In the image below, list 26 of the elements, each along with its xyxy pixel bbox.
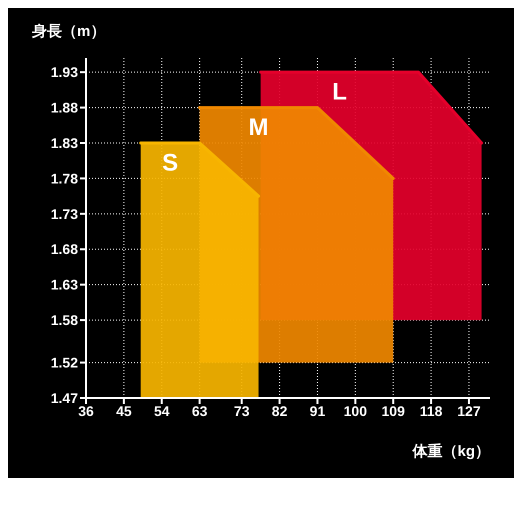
x-tick-label: 109 <box>382 402 406 419</box>
x-tick-label: 36 <box>78 402 94 419</box>
y-tick-label: 1.83 <box>50 134 78 151</box>
x-tick-label: 63 <box>192 402 208 419</box>
y-tick-label: 1.52 <box>50 354 78 371</box>
x-tick-label: 54 <box>154 402 170 419</box>
x-tick-label: 118 <box>420 402 443 419</box>
y-tick-label: 1.58 <box>50 312 78 328</box>
x-tick-label: 127 <box>457 402 481 419</box>
x-tick-label: 73 <box>234 402 250 419</box>
x-axis-title: 体重（kg） <box>411 443 490 460</box>
x-tick-label: 45 <box>116 402 132 419</box>
series-label: M <box>248 114 269 142</box>
y-tick-label: 1.78 <box>50 170 78 186</box>
y-axis-title: 身長（m） <box>31 23 106 40</box>
x-tick-label: 100 <box>344 402 368 419</box>
y-tick-label: 1.63 <box>50 276 78 293</box>
series-label: L <box>332 78 347 106</box>
y-tick-label: 1.93 <box>50 64 78 80</box>
series-label: S <box>162 150 178 176</box>
y-tick-label: 1.73 <box>50 206 78 222</box>
y-tick-label: 1.68 <box>50 241 78 258</box>
x-tick-label: 82 <box>272 402 288 419</box>
x-tick-label: 91 <box>310 402 326 419</box>
y-tick-label: 1.47 <box>50 390 78 406</box>
y-tick-label: 1.88 <box>50 100 78 116</box>
